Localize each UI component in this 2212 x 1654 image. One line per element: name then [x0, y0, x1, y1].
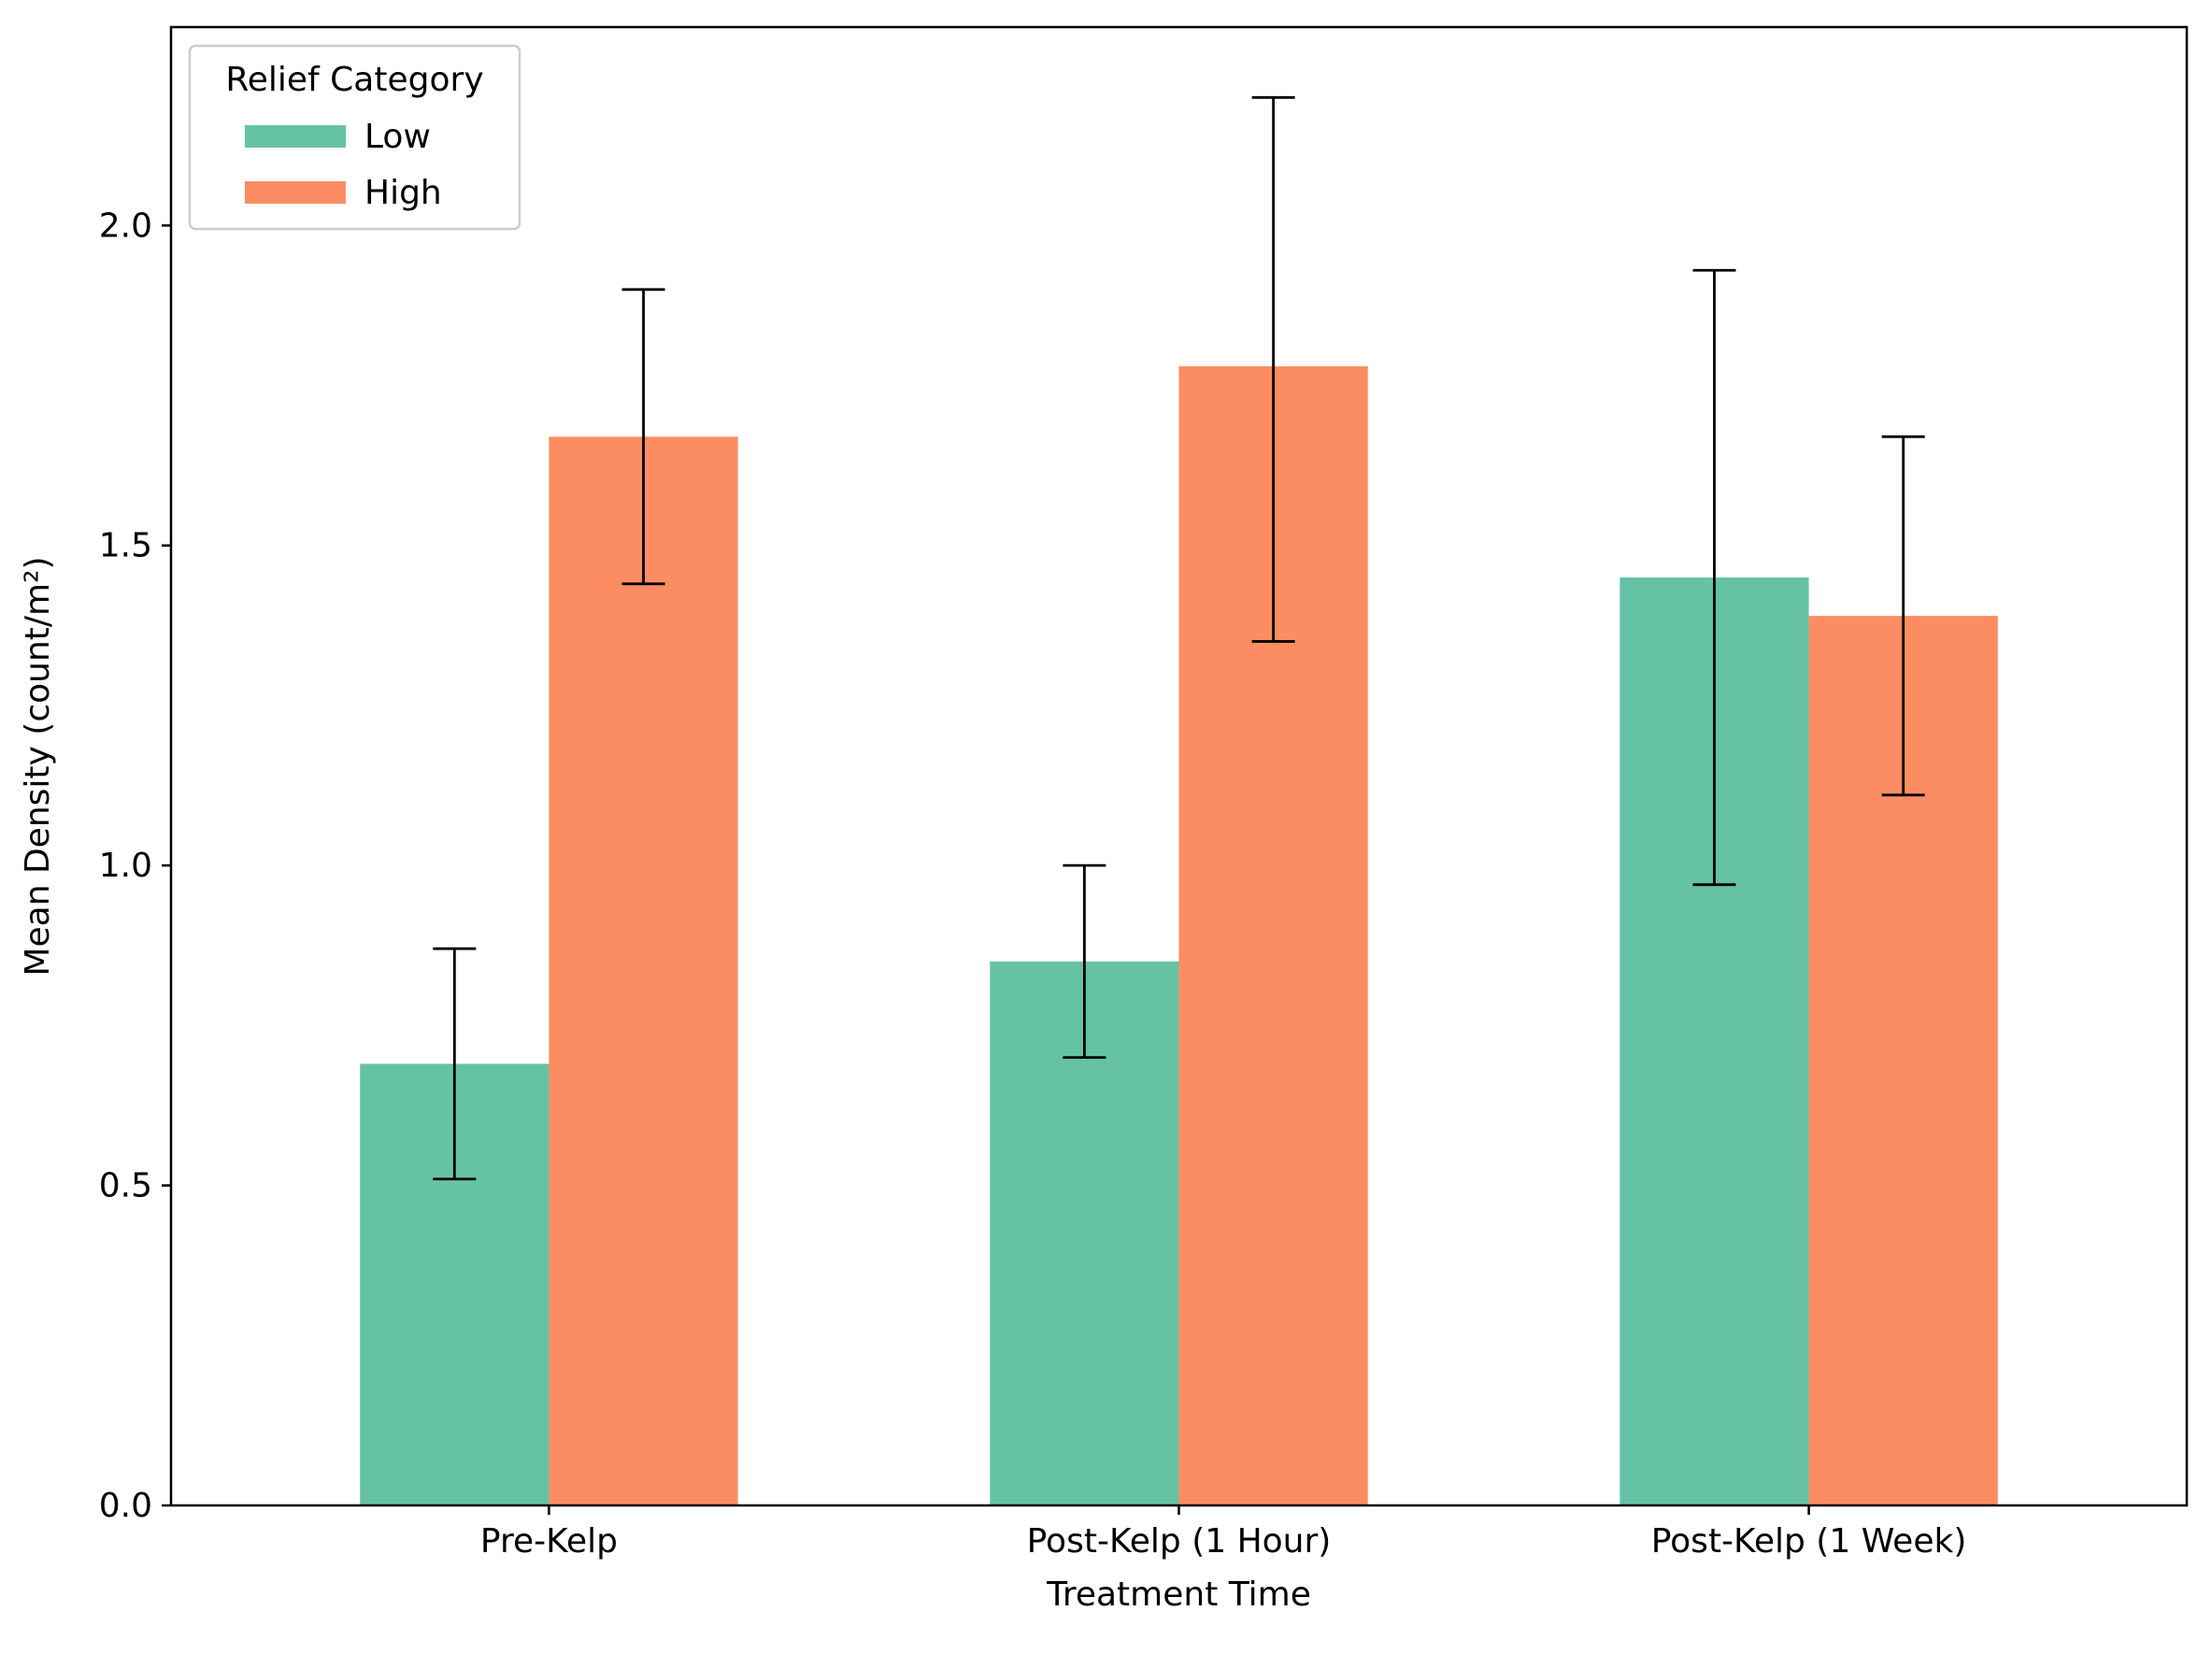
- y-axis-label: Mean Density (count/m²): [19, 556, 57, 976]
- error-bar-low-2: [1692, 268, 1736, 887]
- error-bar-high-1: [1251, 95, 1295, 643]
- legend-label: Low: [364, 118, 431, 156]
- legend: Relief Category Low High: [188, 44, 521, 231]
- legend-item-high: High: [245, 174, 442, 212]
- y-tick-label: 1.0: [99, 847, 152, 885]
- legend-title: Relief Category: [225, 61, 483, 99]
- x-tick-label: Pre-Kelp: [480, 1522, 618, 1561]
- legend-swatch: [245, 181, 346, 204]
- y-tick-label: 2.0: [99, 207, 152, 245]
- error-bar-high-0: [621, 288, 665, 586]
- legend-entries: Low High: [245, 118, 442, 212]
- x-axis: Pre-Kelp Post-Kelp (1 Hour) Post-Kelp (1 W…: [480, 1505, 1966, 1561]
- error-bar-low-0: [433, 947, 477, 1181]
- legend-swatch: [245, 125, 346, 148]
- x-axis-label: Treatment Time: [1046, 1576, 1311, 1614]
- bars-layer: [360, 365, 1998, 1506]
- y-tick-label: 0.5: [99, 1167, 152, 1205]
- error-bar-low-1: [1063, 863, 1106, 1060]
- legend-label: High: [364, 174, 442, 212]
- y-tick-label: 1.5: [99, 527, 152, 565]
- x-tick-label: Post-Kelp (1 Hour): [1027, 1522, 1332, 1561]
- error-bars-layer: [433, 95, 1925, 1181]
- y-tick-label: 0.0: [99, 1487, 152, 1525]
- error-bar-high-2: [1881, 435, 1925, 797]
- bar-high-0: [549, 436, 738, 1506]
- y-axis: 0.0 0.5 1.0 1.5 2.0: [99, 207, 171, 1525]
- x-tick-label: Post-Kelp (1 Week): [1651, 1522, 1967, 1561]
- legend-item-low: Low: [245, 118, 431, 156]
